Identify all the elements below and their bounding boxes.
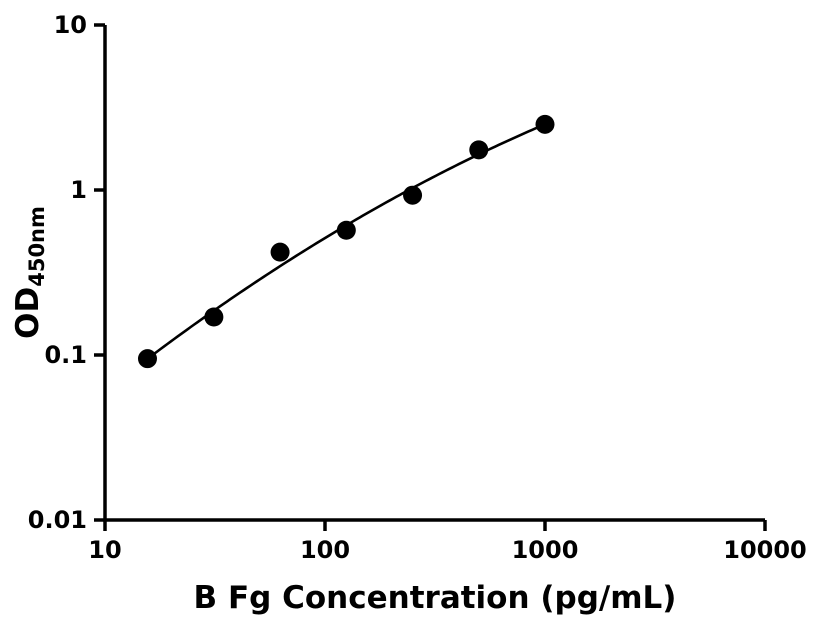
data-point bbox=[336, 220, 356, 240]
data-point bbox=[204, 307, 224, 327]
data-point bbox=[270, 242, 290, 262]
data-point bbox=[403, 185, 423, 205]
axis-frame bbox=[103, 25, 765, 522]
x-tick-label: 100 bbox=[300, 536, 350, 564]
y-tick-label: 10 bbox=[54, 11, 87, 39]
x-axis-label: B Fg Concentration (pg/mL) bbox=[194, 580, 677, 616]
x-tick-label: 10000 bbox=[723, 536, 807, 564]
data-point bbox=[469, 140, 489, 160]
x-tick-label: 1000 bbox=[512, 536, 579, 564]
data-point bbox=[535, 114, 555, 134]
y-tick-label: 0.01 bbox=[28, 506, 87, 534]
x-tick-label: 10 bbox=[88, 536, 121, 564]
y-axis-label: OD450nm bbox=[10, 206, 49, 339]
data-point bbox=[137, 349, 157, 369]
y-tick-label: 1 bbox=[70, 176, 87, 204]
y-tick-label: 0.1 bbox=[44, 341, 87, 369]
